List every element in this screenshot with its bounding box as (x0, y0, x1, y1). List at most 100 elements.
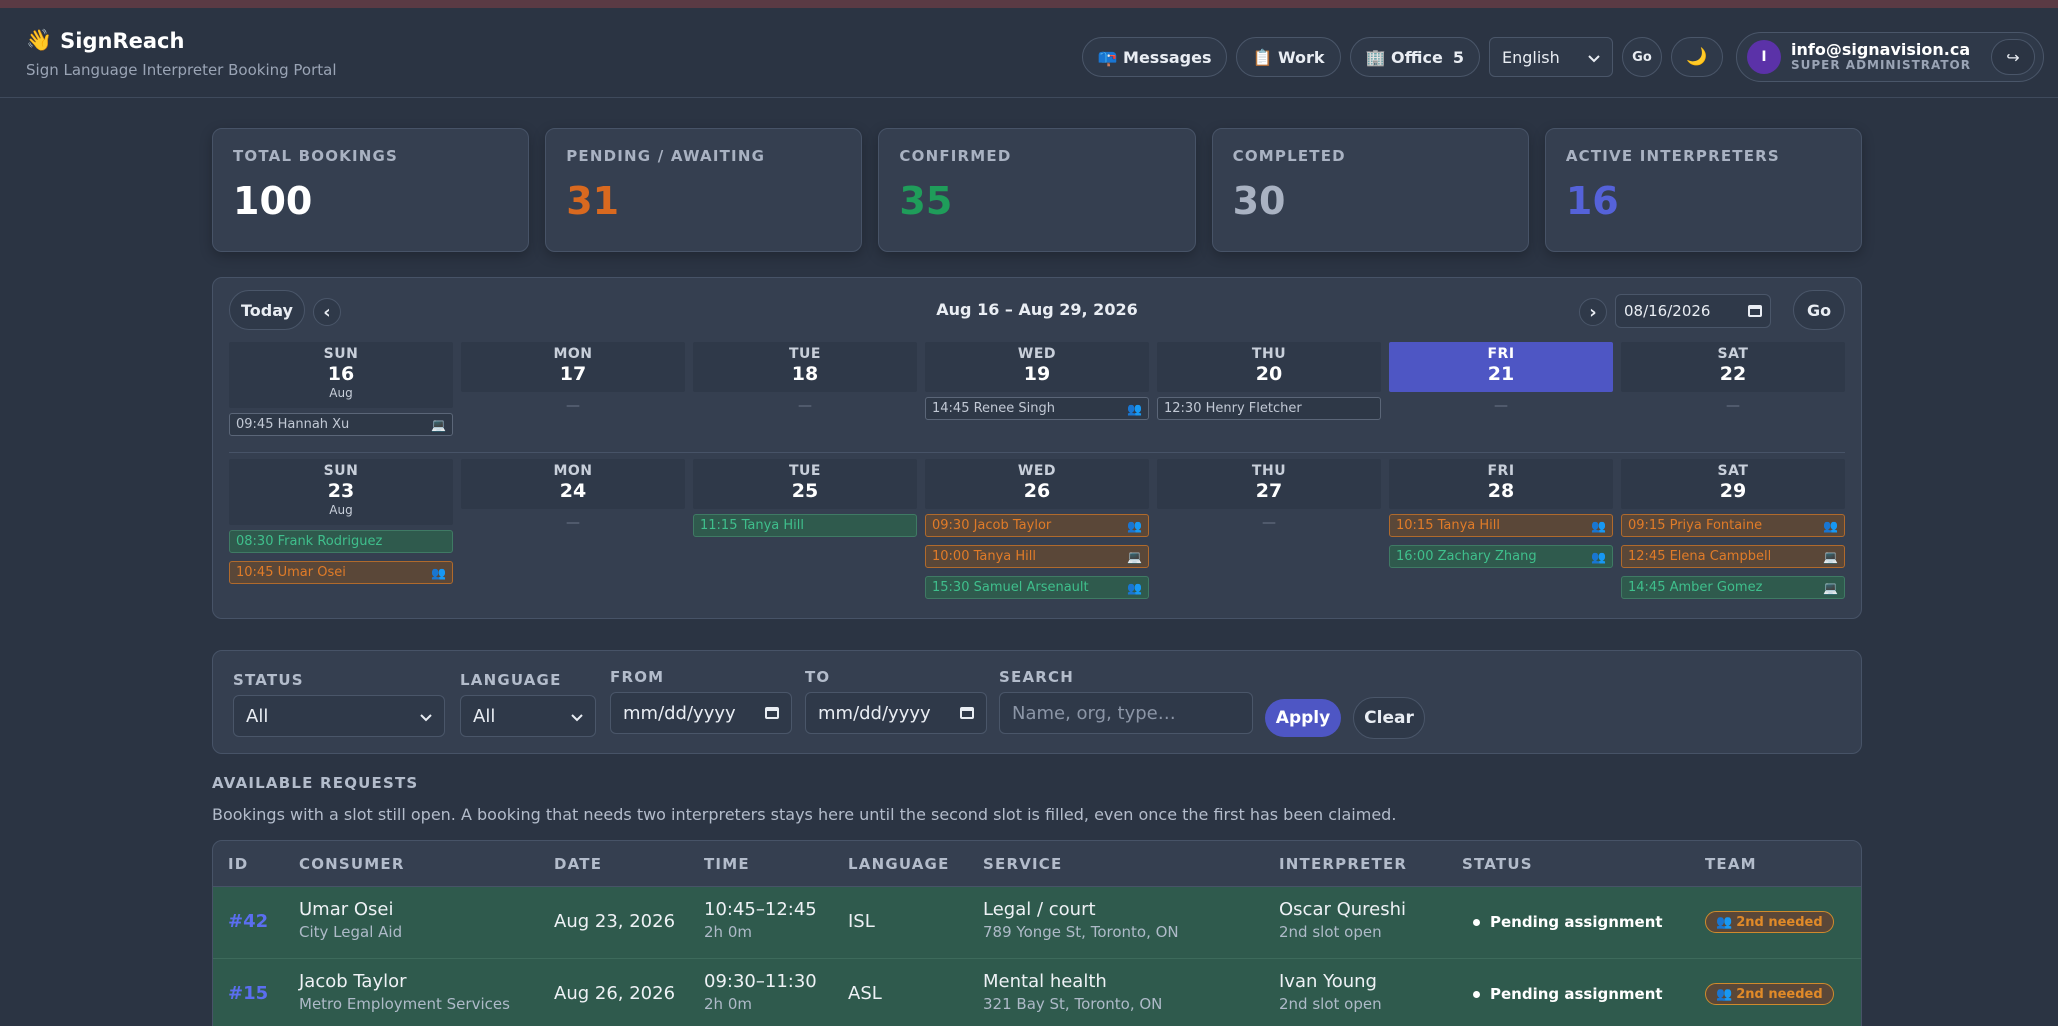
event-label: 14:45 Amber Gomez (1628, 580, 1763, 595)
messages-button[interactable]: 📪 Messages (1081, 37, 1228, 77)
language-select[interactable]: English (1488, 37, 1613, 77)
calendar-day[interactable]: THU 20 12:30 Henry Fletcher (1157, 342, 1381, 436)
calendar-event[interactable]: 15:30 Samuel Arsenault 👥 (925, 576, 1149, 599)
to-date-input[interactable]: mm/dd/yyyy (805, 692, 987, 734)
moon-icon[interactable]: 🌙 (1670, 37, 1723, 77)
work-button[interactable]: 📋 Work (1236, 37, 1341, 77)
language-filter-label: LANGUAGE (460, 671, 562, 689)
calendar-event[interactable]: 10:45 Umar Osei 👥 (229, 561, 453, 584)
calendar-event[interactable]: 16:00 Zachary Zhang 👥 (1389, 545, 1613, 568)
day-of-week: FRI (1487, 346, 1515, 362)
calendar-event[interactable]: 08:30 Frank Rodriguez (229, 530, 453, 553)
calendar-day[interactable]: FRI 28 10:15 Tanya Hill 👥 16:00 Zachary Zhan… (1389, 459, 1613, 599)
calendar-week: SUN 16 Aug 09:45 Hannah Xu 💻 MON 17— TUE 18— WED 1… (229, 342, 1845, 436)
language-go-button[interactable]: Go (1621, 37, 1662, 77)
calendar-day[interactable]: SUN 16 Aug 09:45 Hannah Xu 💻 (229, 342, 453, 436)
calendar-day[interactable]: TUE 25 11:15 Tanya Hill (693, 459, 917, 599)
request-date: Aug 26, 2026 (554, 983, 676, 1004)
day-of-week: WED (1017, 463, 1057, 479)
from-filter-label: FROM (610, 668, 665, 686)
service-address: 789 Yonge St, Toronto, ON (983, 923, 1179, 941)
calendar-icon[interactable] (960, 707, 974, 719)
search-input[interactable]: Name, org, type… (999, 692, 1253, 734)
day-events: 09:30 Jacob Taylor 👥 10:00 Tanya Hill 💻 15:3… (925, 514, 1149, 599)
clear-button[interactable]: Clear (1353, 697, 1425, 739)
today-button[interactable]: Today (229, 290, 305, 330)
calendar-day[interactable]: WED 19 14:45 Renee Singh 👥 (925, 342, 1149, 436)
empty-day-marker: — (566, 398, 580, 414)
calendar-date-input[interactable]: 08/16/2026 (1615, 294, 1771, 328)
calendar-day[interactable]: MON 17 — (461, 342, 685, 436)
calendar-day[interactable]: WED 26 09:30 Jacob Taylor 👥 10:00 Tanya Hill… (925, 459, 1149, 599)
app-title[interactable]: 👋 SignReach (26, 28, 337, 53)
next-range-button[interactable]: › (1579, 298, 1607, 326)
day-header: WED 26 (925, 459, 1149, 509)
calendar-range: Aug 16 – Aug 29, 2026 (936, 300, 1138, 319)
calendar-icon[interactable] (765, 707, 779, 719)
calendar-event[interactable]: 14:45 Amber Gomez 💻 (1621, 576, 1845, 599)
calendar-event[interactable]: 11:15 Tanya Hill (693, 514, 917, 537)
column-header-date[interactable]: DATE (554, 855, 603, 873)
office-button[interactable]: 🏢 Office 5 (1349, 37, 1480, 77)
calendar-event[interactable]: 14:45 Renee Singh 👥 (925, 397, 1149, 420)
column-header-interpreter[interactable]: INTERPRETER (1279, 855, 1408, 873)
day-header: FRI 21 (1389, 342, 1613, 392)
table-row[interactable]: #42 Umar Osei City Legal Aid Aug 23, 202… (213, 887, 1861, 959)
requests-title: AVAILABLE REQUESTS (212, 774, 419, 792)
calendar-event[interactable]: 10:15 Tanya Hill 👥 (1389, 514, 1613, 537)
calendar-icon[interactable] (1748, 305, 1762, 317)
service-type: Legal / court (983, 899, 1096, 920)
request-id-link[interactable]: #15 (228, 983, 269, 1004)
stat-pending: PENDING / AWAITING 31 (545, 128, 863, 252)
request-language: ASL (848, 983, 882, 1004)
table-row[interactable]: #15 Jacob Taylor Metro Employment Servic… (213, 959, 1861, 1026)
team-icon: 👥 (431, 565, 446, 580)
column-header-service[interactable]: SERVICE (983, 855, 1063, 873)
status-select[interactable]: All (233, 695, 445, 737)
calendar-day[interactable]: SAT 22 — (1621, 342, 1845, 436)
day-of-week: SUN (323, 346, 359, 362)
calendar-event[interactable]: 12:30 Henry Fletcher (1157, 397, 1381, 420)
apply-button[interactable]: Apply (1265, 699, 1341, 737)
calendar-day[interactable]: THU 27 — (1157, 459, 1381, 599)
calendar-event[interactable]: 09:15 Priya Fontaine 👥 (1621, 514, 1845, 537)
day-events: 14:45 Renee Singh 👥 (925, 397, 1149, 420)
calendar-event[interactable]: 09:30 Jacob Taylor 👥 (925, 514, 1149, 537)
day-number: 29 (1719, 480, 1747, 502)
request-id-link[interactable]: #42 (228, 911, 269, 932)
day-number: 24 (559, 480, 587, 502)
interpreter-name: Oscar Qureshi (1279, 899, 1407, 920)
logout-icon[interactable]: ↪ (1991, 39, 2035, 75)
calendar-go-button[interactable]: Go (1793, 290, 1845, 330)
column-header-team[interactable]: TEAM (1705, 855, 1757, 873)
calendar-event[interactable]: 09:45 Hannah Xu 💻 (229, 413, 453, 436)
calendar-day[interactable]: FRI 21 — (1389, 342, 1613, 436)
calendar-day[interactable]: TUE 18 — (693, 342, 917, 436)
calendar-day[interactable]: SUN 23 Aug 08:30 Frank Rodriguez 10:45 Umar … (229, 459, 453, 599)
calendar-event[interactable]: 12:45 Elena Campbell 💻 (1621, 545, 1845, 568)
stat-confirmed: CONFIRMED 35 (878, 128, 1196, 252)
request-duration: 2h 0m (704, 923, 752, 941)
column-header-status[interactable]: STATUS (1462, 855, 1533, 873)
column-header-time[interactable]: TIME (704, 855, 750, 873)
day-month: Aug (329, 503, 353, 517)
user-menu[interactable]: I info@signavision.ca SUPER ADMINISTRATO… (1735, 32, 2044, 82)
from-date-input[interactable]: mm/dd/yyyy (610, 692, 792, 734)
day-header: THU 27 (1157, 459, 1381, 509)
calendar-day[interactable]: MON 24 — (461, 459, 685, 599)
language-filter-select[interactable]: All (460, 695, 596, 737)
app-subtitle: Sign Language Interpreter Booking Portal (26, 61, 337, 79)
column-header-id[interactable]: ID (228, 855, 249, 873)
column-header-consumer[interactable]: CONSUMER (299, 855, 405, 873)
calendar: Today ‹ Aug 16 – Aug 29, 2026 › 08/16/20… (212, 277, 1862, 619)
day-of-week: MON (553, 463, 593, 479)
stat-active-interpreters: ACTIVE INTERPRETERS 16 (1544, 128, 1863, 252)
search-filter-label: SEARCH (999, 668, 1074, 686)
calendar-day[interactable]: SAT 29 09:15 Priya Fontaine 👥 12:45 Elena Ca… (1621, 459, 1845, 599)
stat-value: 100 (233, 179, 313, 223)
prev-range-button[interactable]: ‹ (313, 298, 341, 326)
to-filter-label: TO (805, 668, 831, 686)
day-number: 19 (1023, 363, 1051, 385)
calendar-event[interactable]: 10:00 Tanya Hill 💻 (925, 545, 1149, 568)
column-header-language[interactable]: LANGUAGE (848, 855, 950, 873)
